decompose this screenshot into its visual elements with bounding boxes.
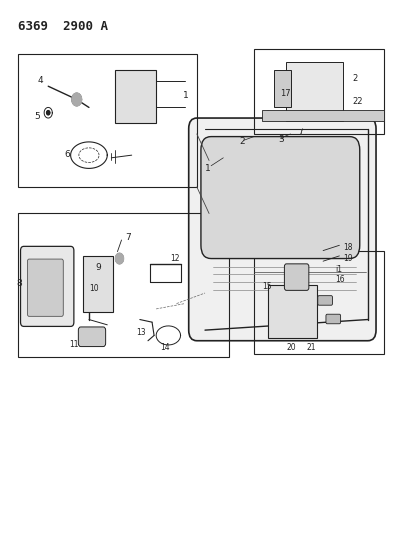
Text: 6369  2900 A: 6369 2900 A bbox=[18, 20, 108, 33]
Text: 6: 6 bbox=[64, 150, 70, 159]
FancyBboxPatch shape bbox=[78, 327, 106, 346]
Text: 9: 9 bbox=[95, 263, 101, 272]
Polygon shape bbox=[25, 316, 29, 321]
Text: 2: 2 bbox=[352, 74, 357, 83]
Bar bbox=[261, 110, 383, 120]
FancyBboxPatch shape bbox=[27, 259, 63, 317]
FancyBboxPatch shape bbox=[325, 314, 340, 324]
Polygon shape bbox=[264, 111, 271, 119]
Text: 11: 11 bbox=[69, 341, 79, 350]
Text: 8: 8 bbox=[16, 279, 22, 288]
Text: 12: 12 bbox=[170, 254, 180, 263]
Text: 20: 20 bbox=[286, 343, 295, 352]
FancyBboxPatch shape bbox=[20, 246, 74, 326]
Bar bbox=[274, 70, 290, 108]
Bar bbox=[18, 54, 196, 187]
Polygon shape bbox=[25, 251, 29, 257]
Bar bbox=[267, 285, 316, 338]
Text: 17: 17 bbox=[280, 89, 290, 98]
Bar bbox=[286, 62, 343, 120]
Text: 21: 21 bbox=[306, 343, 315, 352]
Text: 19: 19 bbox=[343, 254, 352, 263]
Text: 1: 1 bbox=[204, 164, 210, 173]
Text: 5: 5 bbox=[34, 112, 40, 122]
FancyBboxPatch shape bbox=[317, 296, 332, 305]
Text: 2: 2 bbox=[239, 138, 245, 147]
Text: 22: 22 bbox=[352, 96, 362, 106]
Text: 14: 14 bbox=[160, 343, 169, 352]
Polygon shape bbox=[115, 253, 123, 264]
Bar bbox=[83, 256, 113, 312]
Polygon shape bbox=[72, 93, 81, 106]
Polygon shape bbox=[62, 316, 67, 321]
FancyBboxPatch shape bbox=[200, 136, 359, 259]
Polygon shape bbox=[62, 251, 67, 257]
Text: 18: 18 bbox=[343, 244, 352, 253]
Text: 1: 1 bbox=[182, 91, 188, 100]
Polygon shape bbox=[47, 111, 50, 115]
Text: i1: i1 bbox=[335, 265, 342, 273]
Text: 10: 10 bbox=[89, 284, 98, 293]
Text: 3: 3 bbox=[278, 135, 283, 144]
Text: 13: 13 bbox=[135, 328, 145, 337]
Text: 16: 16 bbox=[335, 275, 344, 284]
FancyBboxPatch shape bbox=[188, 118, 375, 341]
Text: 15: 15 bbox=[261, 282, 271, 291]
Text: 4: 4 bbox=[38, 76, 43, 85]
FancyBboxPatch shape bbox=[284, 264, 308, 290]
Bar bbox=[115, 70, 156, 123]
Bar bbox=[253, 49, 383, 134]
Bar bbox=[18, 214, 229, 357]
Bar bbox=[253, 251, 383, 354]
Text: 7: 7 bbox=[125, 233, 131, 242]
